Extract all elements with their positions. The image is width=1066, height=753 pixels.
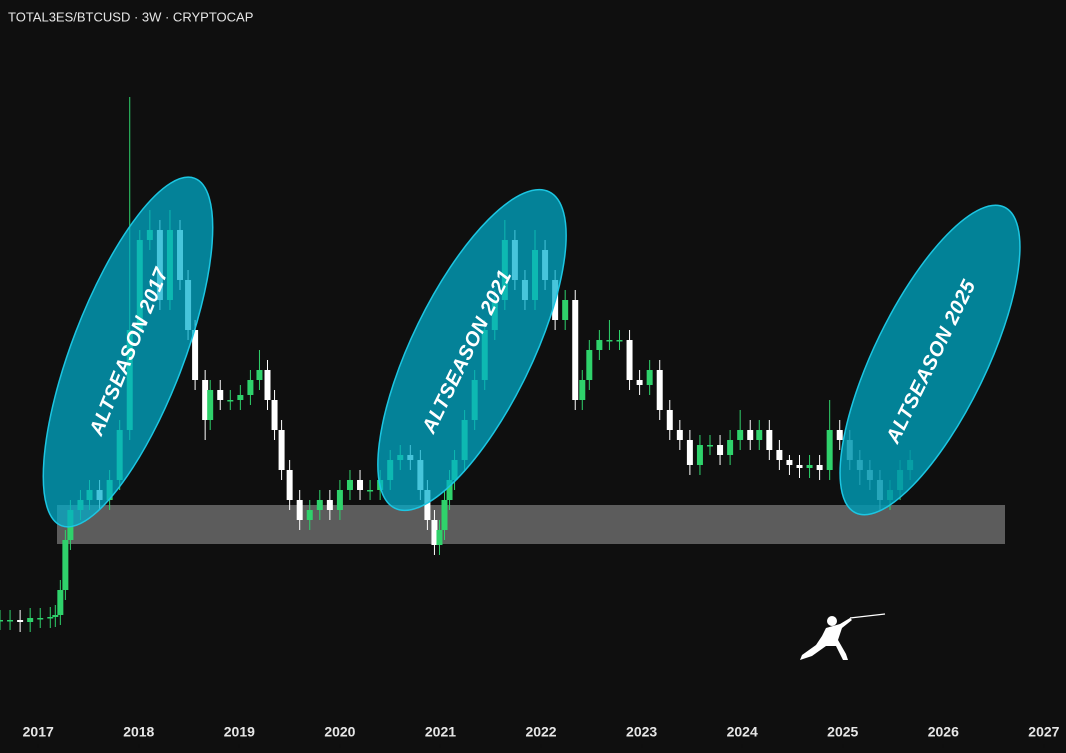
candle-body xyxy=(756,430,763,440)
x-tick-label: 2017 xyxy=(23,724,54,740)
candle-body xyxy=(572,300,579,400)
candle-body xyxy=(57,590,64,615)
candle-body xyxy=(217,390,224,400)
candle-body xyxy=(596,340,603,350)
candle-body xyxy=(766,430,773,450)
candle-body xyxy=(606,340,613,342)
highlight-ellipse xyxy=(839,204,1021,516)
candle-body xyxy=(306,510,313,520)
x-tick-label: 2018 xyxy=(123,724,154,740)
candle-body xyxy=(816,465,823,470)
candle-body xyxy=(7,620,14,622)
candle-body xyxy=(706,445,713,447)
logo-sword xyxy=(849,613,886,619)
candle-body xyxy=(264,370,271,400)
candle-body xyxy=(52,615,59,617)
candle-body xyxy=(626,340,633,380)
candle-body xyxy=(656,370,663,410)
candle-body xyxy=(717,445,724,455)
candle-body xyxy=(326,500,333,510)
logo-head xyxy=(827,616,837,626)
candle-body xyxy=(47,617,54,619)
candle-body xyxy=(316,500,323,510)
candle-body xyxy=(441,500,448,530)
candle-body xyxy=(237,395,244,400)
candle-body xyxy=(586,350,593,380)
candle-body xyxy=(786,460,793,465)
x-tick-label: 2024 xyxy=(727,724,758,740)
candle-body xyxy=(431,520,438,545)
candle-body xyxy=(446,480,453,500)
candle-body xyxy=(686,440,693,465)
x-tick-label: 2023 xyxy=(626,724,657,740)
candle-body xyxy=(436,530,443,545)
candle-body xyxy=(62,540,69,590)
candle-body xyxy=(247,380,254,395)
candle-body xyxy=(17,620,24,622)
candle-body xyxy=(806,465,813,468)
candle-body xyxy=(776,450,783,460)
candle-body xyxy=(646,370,653,385)
season-highlight: ALTSEASON 2021 xyxy=(377,188,567,512)
x-tick-label: 2021 xyxy=(425,724,456,740)
candle-body xyxy=(37,618,44,620)
candle-body xyxy=(747,430,754,440)
candle-body xyxy=(296,500,303,520)
logo-fencer xyxy=(800,618,852,660)
candle-body xyxy=(579,380,586,400)
candle-body xyxy=(346,480,353,490)
candle-body xyxy=(676,430,683,440)
candle-body xyxy=(562,300,569,320)
candle-body xyxy=(357,480,364,490)
highlight-ellipse xyxy=(42,176,214,528)
candle-body xyxy=(737,430,744,440)
candle-body xyxy=(0,620,3,622)
support-zone xyxy=(57,505,1005,544)
candle-body xyxy=(616,340,623,342)
candle-body xyxy=(367,490,374,492)
candle-body xyxy=(727,440,734,455)
candle-body xyxy=(202,380,209,420)
candle-body xyxy=(286,470,293,500)
candle-body xyxy=(696,445,703,465)
candle-body xyxy=(256,370,263,380)
candle-body xyxy=(836,430,843,440)
candle-body xyxy=(336,490,343,510)
candle-body xyxy=(27,618,34,622)
candle-body xyxy=(271,400,278,430)
candle-body xyxy=(826,430,833,470)
candle-body xyxy=(796,465,803,468)
candle-body xyxy=(278,430,285,470)
candle-body xyxy=(636,380,643,385)
x-tick-label: 2019 xyxy=(224,724,255,740)
x-tick-label: 2025 xyxy=(827,724,858,740)
candle-body xyxy=(424,490,431,520)
candle-body xyxy=(227,400,234,402)
candle-body xyxy=(666,410,673,430)
chart-title: TOTAL3ES/BTCUSD · 3W · CRYPTOCAP xyxy=(8,9,253,24)
season-highlight: ALTSEASON 2017 xyxy=(42,176,214,528)
x-tick-label: 2022 xyxy=(525,724,556,740)
x-tick-label: 2027 xyxy=(1028,724,1059,740)
candle-body xyxy=(207,390,214,420)
candle-body xyxy=(192,330,199,380)
logo xyxy=(800,613,886,660)
highlight-ellipse xyxy=(377,188,567,512)
x-tick-label: 2026 xyxy=(928,724,959,740)
x-tick-label: 2020 xyxy=(324,724,355,740)
